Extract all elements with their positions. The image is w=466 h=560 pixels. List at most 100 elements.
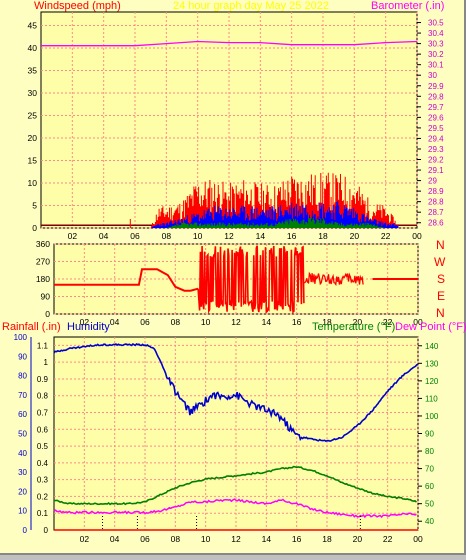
y-right-tick-label: 28.6 <box>428 219 444 228</box>
rain-humidity-temp-grid <box>54 337 419 531</box>
y-tick-label: 270 <box>36 257 50 267</box>
x-tick-label: 04 <box>99 231 109 241</box>
wind-direction-ticks: 0 90 180 270 360 02 04 06 08 10 12 14 16 18 20 22 00 <box>36 239 423 327</box>
y-left-tick-label: 5 <box>32 201 37 211</box>
x-tick-label: 06 <box>140 534 150 544</box>
x-tick-label: 00 <box>412 231 422 241</box>
barometer-axis-label: Barometer (.in) <box>371 0 444 12</box>
x-tick-label: 12 <box>231 534 241 544</box>
y-left-tick-label: 45 <box>28 21 38 31</box>
x-tick-label: 00 <box>413 317 423 327</box>
y-right-tick-label: 29.8 <box>428 92 444 101</box>
y-right-tick-label: 30.4 <box>428 29 444 38</box>
humidity-axis-label: Humidity <box>67 321 110 333</box>
y-left-tick-label: 10 <box>28 178 38 188</box>
temperature-tick-label: 60 <box>425 482 434 491</box>
y-left-tick-label: 35 <box>28 66 38 76</box>
x-tick-label: 00 <box>413 534 423 544</box>
humidity-tick-label: 90 <box>18 352 27 361</box>
rain-humidity-temp-series <box>53 342 419 531</box>
y-right-tick-label: 29.2 <box>428 156 444 165</box>
temperature-tick-label: 130 <box>425 359 439 368</box>
x-tick-label: 20 <box>350 231 360 241</box>
x-tick-label: 08 <box>162 231 172 241</box>
y-right-tick-label: 28.7 <box>428 208 444 217</box>
x-tick-label: 22 <box>383 534 393 544</box>
y-right-tick-label: 28.9 <box>428 187 444 196</box>
x-tick-label: 16 <box>287 231 297 241</box>
y-right-tick-label: 29.9 <box>428 82 444 91</box>
humidity-tick-label: 50 <box>18 430 27 439</box>
compass-west: W <box>434 255 446 269</box>
humidity-tick-label: 70 <box>18 391 27 400</box>
rainfall-tick-label: 1 <box>44 358 49 367</box>
x-tick-label: 14 <box>262 317 272 327</box>
x-tick-label: 18 <box>322 534 332 544</box>
x-tick-label: 16 <box>292 534 302 544</box>
x-tick-label: 18 <box>322 317 332 327</box>
compass-north: N <box>436 238 445 252</box>
humidity-tick-label: 80 <box>18 372 27 381</box>
x-tick-label: 20 <box>353 534 363 544</box>
humidity-tick-label: 100 <box>14 333 28 342</box>
y-tick-label: 90 <box>41 292 51 302</box>
temperature-tick-label: 50 <box>425 500 434 509</box>
x-tick-label: 22 <box>381 231 391 241</box>
barometer-line <box>41 40 418 47</box>
x-tick-label: 04 <box>110 317 120 327</box>
humidity-tick-label: 10 <box>18 507 27 516</box>
rainfall-tick-label: 0.6 <box>37 425 49 434</box>
rainfall-axis-label: Rainfall (.in) <box>2 321 61 333</box>
wind-barometer-series <box>41 40 418 228</box>
temperature-tick-label: 40 <box>425 517 434 526</box>
x-tick-label: 14 <box>262 534 272 544</box>
temperature-tick-label: 90 <box>425 430 434 439</box>
y-tick-label: 0 <box>45 309 50 319</box>
temperature-tick-label: 80 <box>425 447 434 456</box>
temperature-tick-label: 120 <box>425 377 439 386</box>
humidity-tick-label: 60 <box>18 410 27 419</box>
x-tick-label: 18 <box>318 231 328 241</box>
x-tick-label: 02 <box>80 317 90 327</box>
x-tick-label: 12 <box>224 231 234 241</box>
y-right-tick-label: 29 <box>428 177 437 186</box>
x-tick-label: 10 <box>201 317 211 327</box>
y-left-tick-label: 15 <box>28 156 38 166</box>
wind-barometer-ticks: 0 5 10 15 20 25 30 35 40 45 28.6 28.728.8 28.929 29.1… <box>28 19 445 241</box>
y-right-tick-label: 29.6 <box>428 113 444 122</box>
x-tick-label: 10 <box>193 231 203 241</box>
direction-settling <box>303 271 364 287</box>
humidity-tick-label: 0 <box>23 526 28 535</box>
temperature-tick-label: 140 <box>425 342 439 351</box>
rainfall-tick-label: 0.5 <box>37 442 49 451</box>
x-tick-label: 20 <box>353 317 363 327</box>
y-right-tick-label: 28.8 <box>428 198 444 207</box>
y-left-tick-label: 20 <box>28 133 38 143</box>
x-tick-label: 16 <box>292 317 302 327</box>
y-left-tick-label: 30 <box>28 88 38 98</box>
humidity-line <box>53 342 419 442</box>
x-tick-label: 12 <box>231 317 241 327</box>
rain-humidity-temp-ticks: 010203040506070809010000.10.20.30.40.50.… <box>14 333 439 544</box>
direction-variable <box>197 245 305 315</box>
y-right-tick-label: 30.1 <box>428 61 444 70</box>
y-right-tick-label: 30 <box>428 71 437 80</box>
rainfall-tick-label: 0.2 <box>37 492 49 501</box>
x-tick-label: 10 <box>201 534 211 544</box>
y-right-tick-label: 29.1 <box>428 166 444 175</box>
temperature-tick-label: 70 <box>425 465 434 474</box>
y-right-tick-label: 29.5 <box>428 124 444 133</box>
x-tick-label: 04 <box>110 534 120 544</box>
x-tick-label: 08 <box>171 317 181 327</box>
dewpoint-line <box>53 498 417 519</box>
rainfall-tick-label: 0.7 <box>37 409 49 418</box>
direction-line <box>54 268 199 292</box>
rainfall-tick-label: 0 <box>44 526 49 535</box>
y-right-tick-label: 30.2 <box>428 50 444 59</box>
x-tick-label: 22 <box>383 317 393 327</box>
y-tick-label: 180 <box>36 274 50 284</box>
y-right-tick-label: 30.5 <box>428 19 444 28</box>
x-tick-label: 06 <box>130 231 140 241</box>
rainfall-tick-label: 0.3 <box>37 476 49 485</box>
